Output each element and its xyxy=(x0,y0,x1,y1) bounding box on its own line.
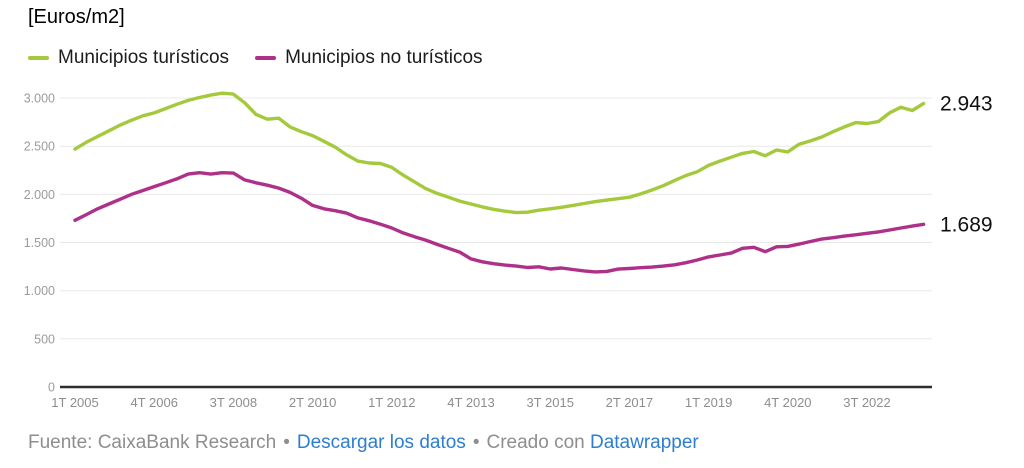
legend-item-no-turisticos: Municipios no turísticos xyxy=(255,47,483,69)
y-tick-label: 2.000 xyxy=(24,188,55,202)
legend: Municipios turísticos Municipios no turí… xyxy=(28,47,483,69)
legend-label-turisticos: Municipios turísticos xyxy=(58,47,230,68)
x-tick-label: 4T 2020 xyxy=(764,395,811,410)
y-tick-label: 1.000 xyxy=(24,284,55,298)
footer: Fuente: CaixaBank Research • Descargar los… xyxy=(28,432,699,454)
legend-item-turisticos: Municipios turísticos xyxy=(28,47,229,69)
datawrapper-link[interactable]: Datawrapper xyxy=(589,432,699,453)
y-tick-label: 2.500 xyxy=(24,140,55,154)
legend-line-swatch-no-turisticos xyxy=(255,56,277,60)
x-tick-label: 4T 2013 xyxy=(447,395,494,410)
y-tick-label: 1.500 xyxy=(24,236,55,250)
y-tick-label: 0 xyxy=(48,381,55,395)
x-tick-label: 3T 2022 xyxy=(843,395,890,410)
legend-label-no-turisticos: Municipios no turísticos xyxy=(285,47,483,68)
series-line-1 xyxy=(73,170,926,274)
series-end-label-1: 1.689 xyxy=(940,213,993,236)
x-tick-label: 1T 2019 xyxy=(685,395,732,410)
created-with-text: Creado con xyxy=(486,432,585,453)
chart-title: [Euros/m2] xyxy=(28,6,125,28)
download-data-link[interactable]: Descargar los datos xyxy=(296,432,466,453)
y-tick-label: 3.000 xyxy=(24,92,55,106)
series-line-0 xyxy=(73,91,926,215)
separator-dot: • xyxy=(283,432,290,453)
x-tick-label: 2T 2010 xyxy=(289,395,336,410)
source-text: Fuente: CaixaBank Research xyxy=(28,432,277,453)
x-tick-label: 3T 2015 xyxy=(526,395,573,410)
series-end-label-0: 2.943 xyxy=(940,93,993,116)
legend-line-swatch-turisticos xyxy=(28,56,49,60)
separator-dot: • xyxy=(472,432,480,453)
x-tick-label: 4T 2006 xyxy=(130,395,177,410)
x-tick-label: 1T 2012 xyxy=(368,395,415,410)
x-tick-label: 3T 2008 xyxy=(210,395,257,410)
x-tick-label: 1T 2005 xyxy=(51,395,98,410)
x-tick-label: 2T 2017 xyxy=(606,395,653,410)
y-tick-label: 500 xyxy=(34,332,55,346)
chart-plot: 0 500 1.000 1.500 2.000 2.500 3.000 1T 2005 4T 2… xyxy=(24,91,993,410)
